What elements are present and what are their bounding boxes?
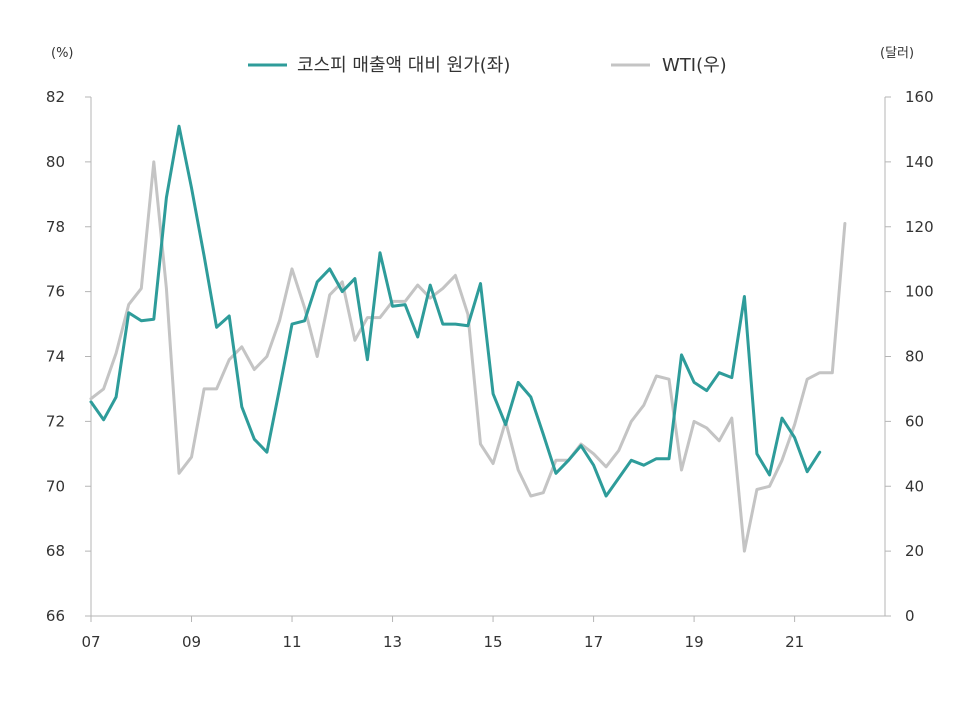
x-axis-ticks: 07 09 11 13 15 17 19 21 <box>81 616 804 651</box>
x-tick-label: 15 <box>484 633 503 651</box>
x-tick-label: 19 <box>685 633 704 651</box>
legend: 코스피 매출액 대비 원가(좌) WTI(우) <box>248 55 727 76</box>
left-tick-label: 76 <box>46 283 65 301</box>
left-tick-label: 68 <box>46 542 65 560</box>
right-tick-label: 60 <box>905 412 924 430</box>
left-tick-label: 78 <box>46 218 65 236</box>
x-tick-label: 21 <box>785 633 804 651</box>
legend-label-wti: WTI(우) <box>662 55 727 76</box>
right-tick-label: 120 <box>905 218 934 236</box>
legend-label-kospi: 코스피 매출액 대비 원가(좌) <box>297 55 510 76</box>
left-axis-unit: (%) <box>51 46 74 61</box>
series-line-kospi <box>89 124 822 498</box>
left-tick-label: 70 <box>46 477 65 495</box>
x-tick-label: 09 <box>182 633 201 651</box>
right-axis-unit: (달러) <box>880 46 914 61</box>
x-tick-label: 17 <box>584 633 603 651</box>
left-tick-label: 82 <box>46 88 65 106</box>
right-tick-label: 20 <box>905 542 924 560</box>
right-axis-ticks: 0 20 40 60 80 100 120 140 160 <box>885 88 934 625</box>
right-tick-label: 40 <box>905 477 924 495</box>
x-tick-label: 13 <box>383 633 402 651</box>
right-tick-label: 80 <box>905 348 924 366</box>
left-axis-ticks: 66 68 70 72 74 76 78 80 82 <box>46 88 91 625</box>
x-tick-label: 07 <box>81 633 100 651</box>
right-tick-label: 160 <box>905 88 934 106</box>
left-tick-label: 74 <box>46 348 65 366</box>
right-tick-label: 140 <box>905 153 934 171</box>
left-tick-label: 80 <box>46 153 65 171</box>
right-tick-label: 0 <box>905 607 915 625</box>
x-tick-label: 11 <box>282 633 301 651</box>
left-tick-label: 72 <box>46 412 65 430</box>
left-tick-label: 66 <box>46 607 65 625</box>
right-tick-label: 100 <box>905 283 934 301</box>
series-line-wti <box>89 160 847 553</box>
